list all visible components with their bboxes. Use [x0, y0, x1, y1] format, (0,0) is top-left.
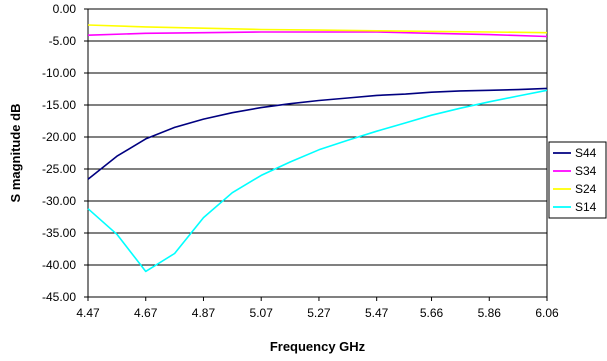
legend-item-s14: S14	[553, 200, 597, 214]
y-tick-label: -25.00	[42, 162, 76, 176]
x-tick-label: 5.66	[420, 306, 444, 320]
y-tick-label: -20.00	[42, 130, 76, 144]
plot-area	[87, 8, 548, 298]
x-tick-label: 5.86	[478, 306, 502, 320]
x-tick-label: 6.06	[535, 306, 559, 320]
series-line-s34	[87, 31, 548, 38]
legend-item-s34: S34	[553, 164, 597, 178]
y-tick-label: 0.00	[53, 2, 77, 16]
y-axis-ticks: 0.00 -5.00 -10.00 -15.00 -20.00 -25.00 -30.00 -…	[42, 2, 88, 304]
y-tick-label: -45.00	[42, 290, 76, 304]
legend-box	[548, 141, 607, 219]
horizontal-gridlines	[88, 8, 547, 298]
x-axis-ticks: 4.47 4.67 4.87 5.07 5.27 5.47 5.66 5.86 6.06	[76, 297, 559, 320]
y-axis-label: S magnitude dB	[8, 104, 23, 203]
x-tick-label: 5.07	[250, 306, 274, 320]
series-line-s14	[87, 89, 548, 273]
legend-item-s24: S24	[553, 182, 597, 196]
legend-label: S24	[575, 182, 597, 196]
y-tick-label: -15.00	[42, 98, 76, 112]
y-tick-label: -30.00	[42, 194, 76, 208]
legend-label: S44	[575, 146, 597, 160]
y-tick-label: -35.00	[42, 226, 76, 240]
y-tick-label: -10.00	[42, 66, 76, 80]
legend: S44 S34 S24 S14	[548, 141, 607, 219]
series-line-s24	[87, 24, 548, 34]
x-tick-label: 4.47	[76, 306, 100, 320]
series-line-s44	[87, 87, 548, 180]
x-axis-label: Frequency GHz	[270, 339, 366, 354]
y-tick-label: -40.00	[42, 258, 76, 272]
series-lines	[87, 24, 548, 273]
x-tick-label: 4.67	[134, 306, 158, 320]
x-tick-label: 4.87	[192, 306, 216, 320]
x-tick-label: 5.47	[365, 306, 389, 320]
y-tick-label: -5.00	[49, 34, 77, 48]
legend-label: S14	[575, 200, 597, 214]
legend-item-s44: S44	[553, 146, 597, 160]
x-tick-label: 5.27	[307, 306, 331, 320]
legend-label: S34	[575, 164, 597, 178]
